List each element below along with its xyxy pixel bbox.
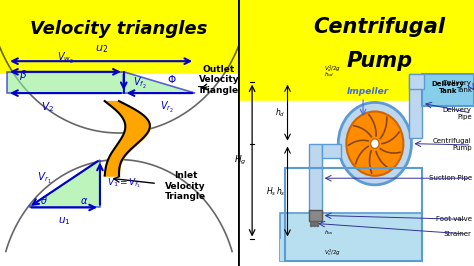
Text: Inlet
Velocity
Triangle: Inlet Velocity Triangle (165, 171, 206, 201)
Bar (285, 168, 422, 261)
Bar (238, 101, 474, 266)
Text: $u_2$: $u_2$ (94, 43, 108, 55)
FancyBboxPatch shape (422, 74, 474, 106)
Text: $h_s$: $h_s$ (276, 185, 285, 198)
Text: $h_d$: $h_d$ (275, 106, 285, 119)
Bar (322, 144, 341, 158)
Text: $V_d^2/2g$: $V_d^2/2g$ (324, 63, 341, 74)
Text: Pump: Pump (346, 51, 413, 71)
Text: $H_s$: $H_s$ (266, 185, 276, 198)
Text: $\beta$: $\beta$ (19, 68, 27, 82)
Text: Centrifugal
Pump: Centrifugal Pump (433, 139, 472, 151)
Bar (309, 210, 322, 221)
Bar (409, 74, 422, 138)
Text: $V_{f_2}$: $V_{f_2}$ (133, 76, 147, 91)
Bar (409, 74, 424, 89)
Text: Delivery
Tank: Delivery Tank (431, 81, 465, 94)
Text: Centrifugal: Centrifugal (314, 16, 446, 37)
Text: $h_{vd}$: $h_{vd}$ (324, 70, 334, 79)
Text: $V_{r_2}$: $V_{r_2}$ (160, 100, 173, 115)
Bar (0, 74, 238, 266)
Text: Suction Pipe: Suction Pipe (428, 175, 472, 181)
Circle shape (338, 102, 411, 185)
Bar (0, 0, 238, 74)
Text: $V_2$: $V_2$ (41, 100, 54, 114)
Text: $\alpha$: $\alpha$ (80, 196, 88, 206)
Bar (281, 239, 422, 261)
Text: Strainer: Strainer (444, 231, 472, 237)
Text: Outlet
Velocity
Triangle: Outlet Velocity Triangle (198, 65, 239, 95)
Text: Impeller: Impeller (346, 87, 389, 96)
Text: Velocity triangles: Velocity triangles (30, 20, 208, 38)
Polygon shape (7, 72, 124, 93)
Text: $H_g$: $H_g$ (234, 154, 246, 167)
Bar (238, 0, 474, 101)
Circle shape (371, 139, 379, 148)
Text: $\Phi$: $\Phi$ (166, 73, 176, 85)
Polygon shape (28, 160, 100, 207)
Text: $V_{r_1}$: $V_{r_1}$ (37, 171, 52, 186)
Text: Delivery
Tank: Delivery Tank (443, 80, 472, 93)
Text: $u_1$: $u_1$ (58, 215, 71, 227)
Text: $h_{vs}$: $h_{vs}$ (324, 228, 334, 237)
Text: $V_{w_2}$: $V_{w_2}$ (57, 51, 74, 66)
Polygon shape (124, 72, 195, 93)
Bar (281, 213, 422, 261)
Text: Foot valve: Foot valve (436, 217, 472, 222)
Circle shape (346, 111, 403, 176)
Text: $\theta$: $\theta$ (40, 194, 48, 206)
Text: $V_1 = V_{f_1}$: $V_1 = V_{f_1}$ (107, 177, 141, 190)
Text: Delivery
Pipe: Delivery Pipe (443, 107, 472, 119)
Text: $V_s^2/2g$: $V_s^2/2g$ (324, 247, 341, 258)
Bar (309, 144, 322, 213)
